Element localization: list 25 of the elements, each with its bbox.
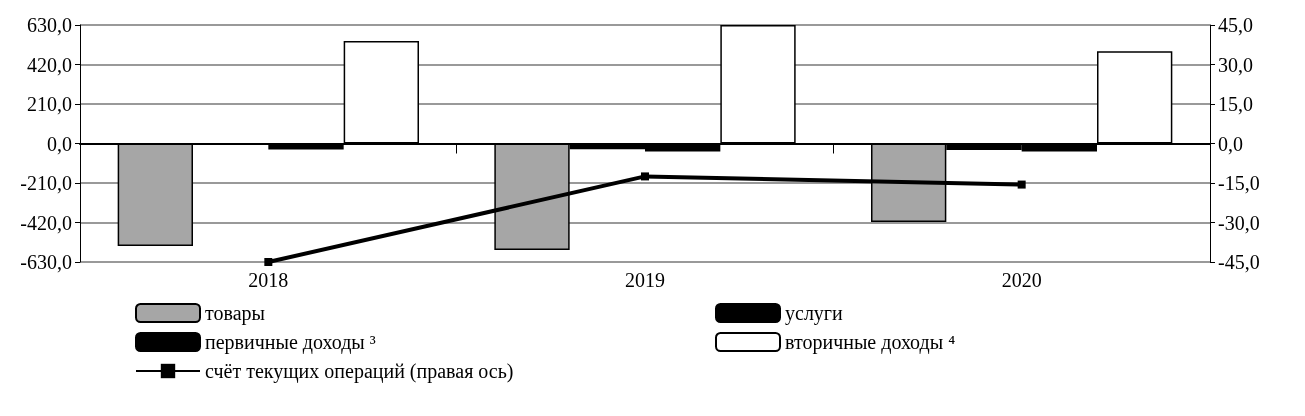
x-tick-label: 2018 <box>248 269 289 291</box>
y2-tick-label: 0,0 <box>1218 132 1243 155</box>
y2-tick-label: -45,0 <box>1218 251 1260 273</box>
legend-label: вторичные доходы ⁴ <box>785 331 956 354</box>
y2-tick-label: 30,0 <box>1218 53 1253 76</box>
legend-label: товары <box>205 302 265 325</box>
point <box>264 258 273 266</box>
y2-tick-label: 45,0 <box>1218 14 1253 36</box>
y2-tick-label: -30,0 <box>1218 211 1260 234</box>
y-tick-label: -420,0 <box>20 211 72 234</box>
point <box>641 172 649 181</box>
y2-tick-label: -15,0 <box>1218 172 1260 194</box>
x-tick-label: 2019 <box>625 269 665 291</box>
y-tick-label: 0,0 <box>47 132 72 155</box>
legend-label: первичные доходы ³ <box>205 331 376 354</box>
point <box>1017 180 1026 189</box>
y2-tick-label: 15,0 <box>1218 93 1253 115</box>
y-tick-label: 420,0 <box>27 53 72 76</box>
legend-label: услуги <box>785 302 844 325</box>
y-tick-label: 210,0 <box>27 93 72 115</box>
y-tick-label: -210,0 <box>20 172 72 194</box>
legend-label: счёт текущих операций (правая ось) <box>205 360 514 383</box>
x-tick-label: 2020 <box>1001 269 1042 291</box>
y-tick-label: 630,0 <box>27 14 72 36</box>
y-tick-label: -630,0 <box>20 251 72 273</box>
